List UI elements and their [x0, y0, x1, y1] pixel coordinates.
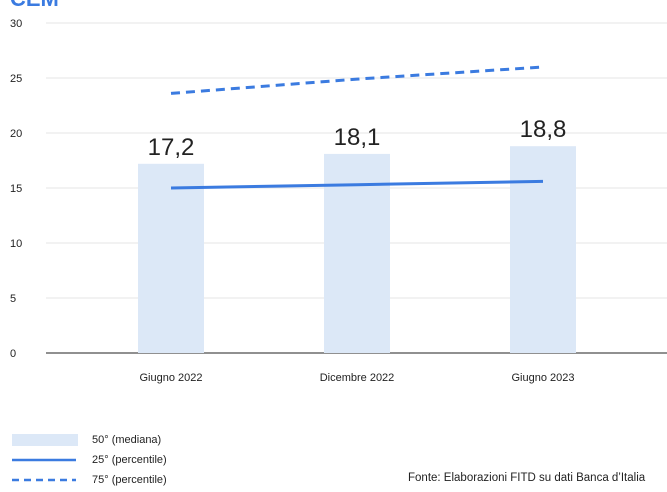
legend-label-p75: 75° (percentile): [92, 474, 167, 486]
x-tick-label: Dicembre 2022: [320, 372, 395, 384]
y-tick-label: 25: [10, 73, 22, 85]
bar-data-labels: 17,2 18,1 18,8: [148, 116, 567, 161]
legend-swatch-solid-line: [12, 458, 76, 462]
y-tick-label: 0: [10, 348, 16, 360]
bar-data-label: 18,1: [334, 124, 381, 151]
x-tick-label: Giugno 2023: [512, 372, 575, 384]
y-tick-label: 5: [10, 293, 16, 305]
bar-data-label: 18,8: [520, 116, 567, 143]
legend-swatch-bar: [12, 434, 78, 446]
bar: [138, 163, 204, 353]
y-tick-label: 20: [10, 128, 22, 140]
legend-label-median: 50° (mediana): [92, 434, 162, 446]
bar: [510, 146, 576, 353]
bar-data-label: 17,2: [148, 134, 195, 161]
line-series-p25: [170, 179, 544, 190]
legend-label-p25: 25° (percentile): [92, 454, 167, 466]
y-tick-label: 30: [10, 18, 22, 30]
y-tick-label: 10: [10, 238, 22, 250]
x-tick-label: Giugno 2022: [140, 372, 203, 384]
bars: [138, 146, 576, 353]
line-series-p75: [170, 65, 544, 95]
chart-title: CEM: [10, 0, 59, 12]
percentile-lines: [170, 65, 544, 190]
legend-swatch-dashed-line: [12, 478, 76, 482]
y-axis-ticks: 0 5 10 15 20 25 30: [10, 18, 22, 360]
bar: [324, 153, 390, 353]
source-note: Fonte: Elaborazioni FITD su dati Banca d…: [408, 472, 646, 484]
x-axis-ticks: Giugno 2022 Dicembre 2022 Giugno 2023: [140, 372, 575, 384]
y-tick-label: 15: [10, 183, 22, 195]
